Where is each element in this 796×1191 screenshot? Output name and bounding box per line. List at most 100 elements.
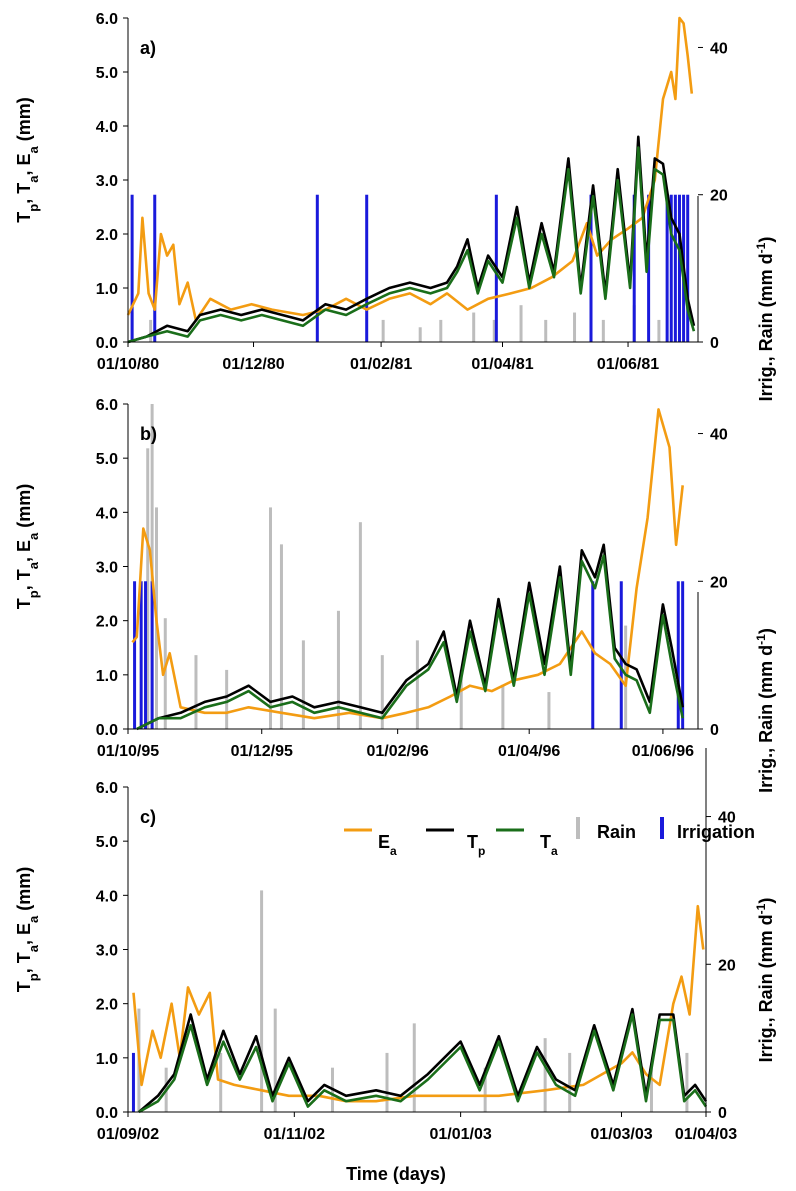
y-tick-label-2-4: 4.0 xyxy=(96,505,118,522)
panel-label-1: a) xyxy=(140,38,156,58)
rain-bar-3-8 xyxy=(483,1067,487,1112)
irrigation-bar-2-1 xyxy=(139,581,143,729)
rain-bar-1-1 xyxy=(149,319,153,342)
rain-bar-2-5 xyxy=(225,669,229,729)
rain-bar-1-9 xyxy=(573,312,577,342)
x-tick-label-3-1: 01/11/02 xyxy=(264,1126,326,1143)
series-line-ea-3 xyxy=(132,904,705,1103)
rain-bar-2-0 xyxy=(146,448,150,729)
x-axis-label: Time (days) xyxy=(346,1164,446,1184)
y2-tick-label-3-2: 40 xyxy=(718,810,736,827)
y-tick-label-3-4: 4.0 xyxy=(96,888,118,905)
irrigation-bar-1-3 xyxy=(365,194,369,342)
rain-bar-2-8 xyxy=(301,640,305,729)
irrigation-bar-2-0 xyxy=(133,581,137,729)
irrigation-bar-1-8 xyxy=(665,194,669,342)
irrigation-bar-1-0 xyxy=(130,194,134,342)
y2-tick-label-1-0: 0 xyxy=(710,335,719,352)
y2-tick-label-2-1: 20 xyxy=(710,574,728,591)
rain-bar-1-5 xyxy=(472,312,476,342)
y2-axis-label-2: Irrig., Rain (mm d-1) xyxy=(754,628,776,793)
rain-bar-1-3 xyxy=(418,327,422,342)
panel-label-2: b) xyxy=(140,424,157,444)
x-tick-label-1-0: 01/10/80 xyxy=(97,356,159,373)
rain-bar-3-11 xyxy=(649,1067,653,1112)
rain-bar-3-12 xyxy=(685,1052,689,1112)
irrigation-bar-1-6 xyxy=(632,194,636,342)
y-tick-label-3-2: 2.0 xyxy=(96,997,118,1014)
x-tick-label-3-4: 01/04/03 xyxy=(675,1126,737,1143)
irrigation-bar-1-10 xyxy=(673,194,677,342)
irrigation-bar-2-7 xyxy=(681,581,685,729)
rain-bar-1-4 xyxy=(439,319,443,342)
legend-label-tp: Tp xyxy=(467,832,485,858)
rain-bar-1-8 xyxy=(544,319,548,342)
panel-label-3: c) xyxy=(140,807,156,827)
y2-tick-label-1-2: 40 xyxy=(710,40,728,57)
series-line-ta-1 xyxy=(127,146,696,344)
y-tick-label-1-2: 2.0 xyxy=(96,227,118,244)
rain-bar-1-2 xyxy=(381,319,385,342)
x-tick-label-3-2: 01/01/03 xyxy=(429,1126,491,1143)
rain-bar-2-14 xyxy=(501,684,505,729)
irrigation-bar-2-2 xyxy=(144,581,148,729)
x-tick-label-1-2: 01/02/81 xyxy=(350,356,412,373)
y-tick-label-1-6: 6.0 xyxy=(96,11,118,28)
x-tick-label-2-4: 01/06/96 xyxy=(632,743,694,760)
legend-swatch-irrigation xyxy=(660,817,664,839)
y2-tick-label-2-0: 0 xyxy=(710,722,719,739)
rain-bar-2-6 xyxy=(269,507,272,729)
y-tick-label-3-1: 1.0 xyxy=(96,1051,118,1068)
x-tick-label-2-0: 01/10/95 xyxy=(97,743,159,760)
x-tick-label-2-2: 01/02/96 xyxy=(367,743,429,760)
y-tick-label-2-5: 5.0 xyxy=(96,451,118,468)
rain-bar-2-7 xyxy=(279,544,283,729)
x-tick-label-3-3: 01/03/03 xyxy=(590,1126,652,1143)
y-tick-label-3-5: 5.0 xyxy=(96,834,118,851)
y-tick-label-3-0: 0.0 xyxy=(96,1105,118,1122)
y-tick-label-3-3: 3.0 xyxy=(96,943,118,960)
y2-tick-label-3-1: 20 xyxy=(718,957,736,974)
legend-label-ea: Ea xyxy=(378,832,397,858)
irrigation-bar-2-6 xyxy=(676,581,680,729)
irrigation-bar-3-0 xyxy=(131,1052,135,1112)
rain-bar-3-10 xyxy=(568,1052,572,1112)
rain-bar-2-11 xyxy=(380,655,384,729)
irrigation-bar-1-1 xyxy=(153,194,157,342)
y-tick-label-3-6: 6.0 xyxy=(96,780,118,797)
y-tick-label-2-3: 3.0 xyxy=(96,560,118,577)
y-tick-label-1-3: 3.0 xyxy=(96,173,118,190)
rain-bar-2-9 xyxy=(336,610,340,729)
rain-bar-2-3 xyxy=(163,618,167,729)
irrigation-bar-2-4 xyxy=(591,581,595,729)
y-axis-label-3: Tp, Ta, Ea (mm) xyxy=(14,867,41,992)
y-tick-label-1-1: 1.0 xyxy=(96,281,118,298)
legend-label-ta: Ta xyxy=(540,832,558,858)
series-line-ta-2 xyxy=(136,554,684,731)
legend-label-rain: Rain xyxy=(597,822,636,842)
x-tick-label-2-1: 01/12/95 xyxy=(231,743,293,760)
irrigation-bar-1-11 xyxy=(677,194,681,342)
rain-bar-3-2 xyxy=(219,1052,223,1112)
rain-bar-3-3 xyxy=(260,890,264,1112)
series-line-ea-1 xyxy=(126,16,694,322)
y-tick-label-2-0: 0.0 xyxy=(96,722,118,739)
rain-bar-2-15 xyxy=(547,692,551,729)
irrigation-bar-2-3 xyxy=(150,581,154,729)
irrigation-bar-1-13 xyxy=(686,194,690,342)
x-tick-label-2-3: 01/04/96 xyxy=(498,743,560,760)
y-tick-label-1-4: 4.0 xyxy=(96,119,118,136)
series-line-ea-2 xyxy=(131,408,684,720)
y2-tick-label-3-0: 0 xyxy=(718,1105,727,1122)
x-tick-label-1-3: 01/04/81 xyxy=(471,356,533,373)
y-tick-label-2-1: 1.0 xyxy=(96,668,118,685)
x-tick-label-1-4: 01/06/81 xyxy=(597,356,659,373)
legend-swatch-rain xyxy=(576,817,580,839)
y-tick-label-2-6: 6.0 xyxy=(96,397,118,414)
y2-axis-label-1: Irrig., Rain (mm d-1) xyxy=(754,237,776,402)
y-tick-label-1-5: 5.0 xyxy=(96,65,118,82)
rain-bar-2-13 xyxy=(459,669,463,729)
y2-tick-label-1-1: 20 xyxy=(710,188,728,205)
rain-bar-1-6 xyxy=(492,319,496,342)
